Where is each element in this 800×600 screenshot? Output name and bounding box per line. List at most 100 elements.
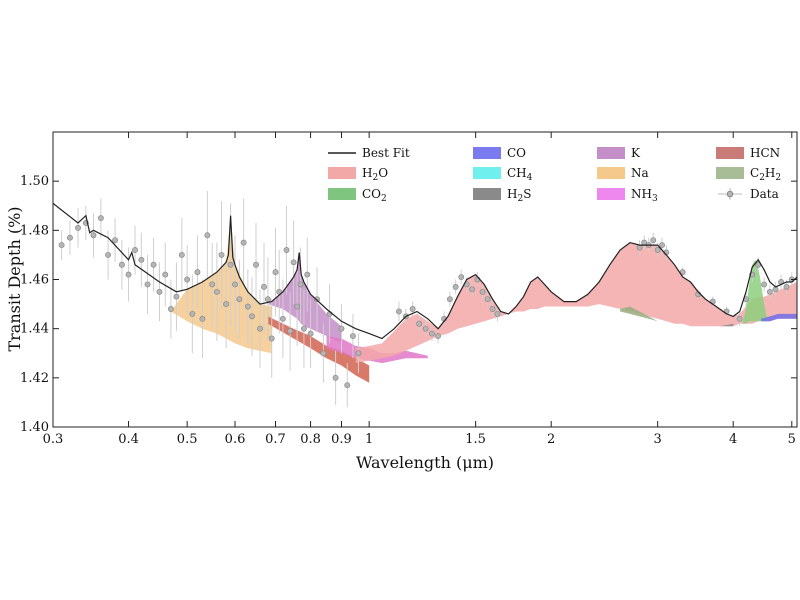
- best-fit-layer: [53, 202, 797, 340]
- data-point: [297, 281, 304, 288]
- legend-label: Best Fit: [362, 146, 410, 160]
- data-point: [650, 237, 657, 244]
- data-point: [428, 330, 435, 337]
- data-point: [257, 325, 263, 332]
- x-tick-label: 0.6: [225, 432, 246, 447]
- data-point: [194, 269, 201, 276]
- data-point: [320, 350, 327, 357]
- x-tick-label: 0.8: [300, 432, 321, 447]
- area-k: [267, 252, 342, 344]
- data-point: [240, 239, 247, 246]
- area-h2s: [705, 323, 734, 327]
- legend-label: CH4: [507, 166, 533, 183]
- legend-entry-data: Data: [718, 187, 779, 201]
- legend-entry-ch4: CH4: [473, 166, 533, 183]
- x-tick-label: 0.4: [118, 432, 139, 447]
- data-point: [395, 308, 402, 315]
- x-tick-label: 1: [365, 432, 373, 447]
- data-point: [244, 303, 251, 310]
- legend-entry-h2o: H2O: [328, 166, 388, 183]
- legend-swatch: [597, 147, 625, 159]
- data-point: [272, 269, 279, 276]
- data-point: [349, 333, 356, 339]
- data-point: [290, 259, 297, 266]
- x-axis-title: Wavelength (μm): [356, 453, 494, 472]
- data-point: [132, 247, 138, 253]
- legend-swatch: [716, 167, 744, 179]
- data-point: [489, 306, 496, 312]
- data-point: [307, 330, 314, 337]
- data-point: [90, 232, 97, 239]
- x-tick-label: 0.3: [43, 432, 64, 447]
- data-point: [189, 310, 196, 317]
- legend-label: K: [631, 146, 641, 160]
- area-hcn: [267, 316, 370, 383]
- data-point: [264, 296, 271, 303]
- data-point: [144, 281, 151, 288]
- data-point: [232, 281, 238, 288]
- x-tick-label: 3: [654, 432, 662, 447]
- y-tick-label: 1.42: [20, 371, 49, 386]
- x-tick-label: 0.5: [177, 432, 198, 447]
- legend-entry-co: CO: [473, 146, 526, 160]
- x-tick-label: 0.7: [265, 432, 286, 447]
- data-point: [268, 335, 275, 342]
- data-point: [218, 251, 225, 258]
- data-point: [118, 261, 125, 268]
- data-point: [659, 242, 665, 249]
- legend-label: HCN: [750, 146, 780, 160]
- data-point: [783, 283, 790, 290]
- legend-entry-nh3: NH3: [597, 187, 658, 204]
- data-point: [766, 288, 773, 295]
- legend-label: NH3: [631, 187, 658, 204]
- data-point: [167, 306, 174, 312]
- data-point: [227, 261, 234, 268]
- data-point: [184, 276, 191, 283]
- x-tick-label: 1.5: [465, 432, 486, 447]
- data-point: [261, 283, 267, 290]
- data-point: [338, 325, 345, 332]
- legend-label: C2H2: [750, 166, 781, 183]
- data-point: [178, 251, 185, 258]
- data-point: [469, 286, 476, 293]
- data-point: [409, 306, 416, 312]
- data-point: [58, 242, 65, 249]
- legend-label: CO2: [362, 187, 387, 204]
- data-point: [236, 296, 243, 303]
- data-point: [355, 350, 362, 357]
- data-point: [75, 224, 81, 231]
- y-axis: 1.40 1.42 1.44 1.46 1.48 1.50: [20, 174, 797, 435]
- legend: Best Fit CO K HCN H2O CH4 Na C2H2 CO2 H2S NH3 Data: [328, 146, 781, 204]
- data-point: [283, 247, 290, 253]
- legend-swatch: [726, 190, 734, 198]
- data-point: [199, 315, 206, 322]
- data-point: [287, 328, 294, 335]
- y-tick-label: 1.48: [20, 223, 49, 238]
- area-co2: [742, 259, 767, 324]
- data-point: [279, 315, 286, 322]
- data-point: [150, 261, 157, 268]
- legend-entry-k: K: [597, 146, 641, 160]
- legend-label: Data: [750, 187, 779, 201]
- data-point: [304, 271, 311, 278]
- legend-swatch: [597, 188, 625, 200]
- data-point: [97, 215, 104, 221]
- data-point: [112, 237, 119, 244]
- x-tick-label: 5: [788, 432, 796, 447]
- legend-swatch: [473, 167, 501, 179]
- y-tick-label: 1.46: [20, 273, 49, 288]
- data-point: [213, 288, 220, 295]
- data-point: [294, 303, 301, 310]
- data-point: [173, 293, 180, 300]
- data-point: [300, 325, 307, 332]
- data-point: [332, 374, 339, 381]
- y-tick-label: 1.40: [20, 420, 49, 435]
- legend-label: H2O: [362, 166, 388, 183]
- species-contribution-areas: [170, 215, 797, 383]
- y-tick-label: 1.50: [20, 174, 49, 189]
- legend-swatch: [473, 147, 501, 159]
- data-point: [484, 296, 491, 303]
- legend-entry-na: Na: [597, 166, 649, 180]
- data-point: [162, 271, 169, 278]
